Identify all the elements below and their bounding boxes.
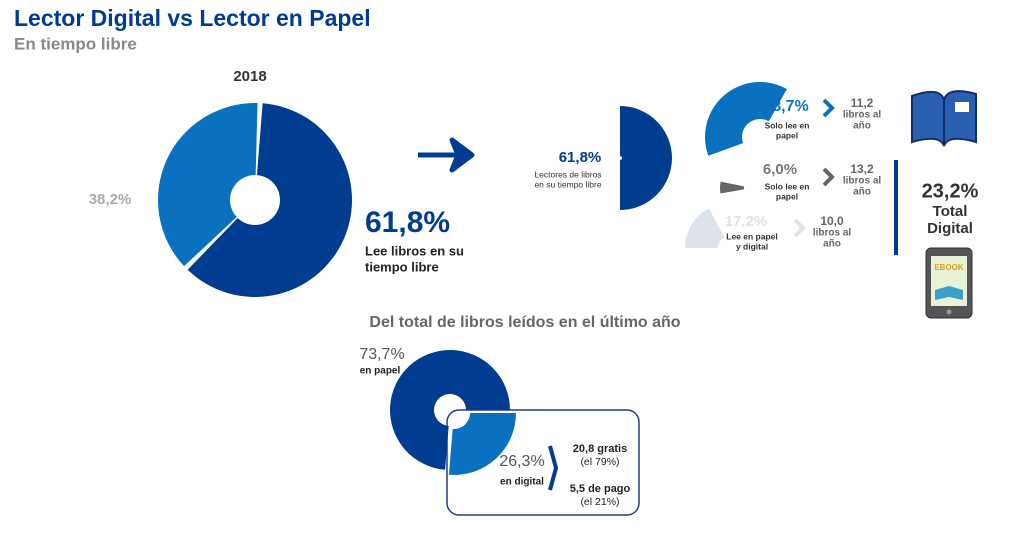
note: libros al	[843, 110, 882, 121]
note: libros al	[843, 176, 882, 187]
readers-label: en su tiempo libre	[534, 179, 601, 189]
value-label: 38,2%	[89, 191, 132, 208]
tablet-label: EBOOK	[934, 263, 964, 272]
breakdown: (el 21%)	[580, 496, 619, 508]
total-label: Total	[933, 203, 968, 220]
value-label: 17,2%	[725, 213, 768, 230]
pie-slice	[157, 102, 258, 267]
category-label: Lee en papel	[726, 231, 778, 241]
arrow	[418, 137, 475, 173]
pie-slice	[390, 350, 510, 470]
value-label: 38,7%	[763, 98, 808, 115]
pie-title: Del total de libros leídos en el último …	[369, 314, 680, 331]
breakdown: 20,8 gratis	[573, 443, 627, 455]
value-label: 61,8%	[365, 206, 450, 239]
category-label: en digital	[500, 477, 544, 488]
pie-title: 2018	[233, 68, 266, 85]
annotation: tiempo libre	[365, 259, 439, 274]
value-label: 6,0%	[763, 161, 797, 178]
note: libros al	[813, 228, 852, 239]
note: 13,2	[850, 162, 874, 176]
note: año	[853, 187, 871, 198]
subtitle: En tiempo libre	[14, 34, 137, 53]
category-label: en papel	[360, 366, 401, 377]
pie-slice	[720, 181, 745, 194]
total-value: 23,2%	[922, 180, 979, 202]
note: 11,2	[851, 96, 874, 110]
category-label: y digital	[736, 241, 768, 251]
chevron	[793, 218, 806, 238]
book-icon	[911, 90, 977, 147]
readers-value: 61,8%	[559, 149, 602, 166]
pie-slice	[685, 208, 725, 248]
chevron	[822, 98, 835, 118]
pie-slice	[187, 103, 352, 298]
note: año	[853, 121, 871, 132]
note: año	[823, 239, 841, 250]
tablet-icon	[925, 247, 973, 319]
category-label: papel	[776, 130, 798, 140]
breakdown: 5,5 de pago	[570, 483, 631, 495]
value-label: 73,7%	[359, 346, 404, 363]
pie-slice	[705, 82, 787, 156]
pie-slice	[448, 413, 516, 475]
readers-half	[620, 106, 672, 210]
annotation: Lee libros en su	[365, 243, 464, 258]
total-label: Digital	[927, 220, 973, 237]
title: Lector Digital vs Lector en Papel	[14, 5, 371, 31]
category-label: Solo lee en	[765, 181, 810, 191]
category-label: papel	[776, 191, 798, 201]
value-label: 26,3%	[499, 453, 544, 470]
readers-label: Lectores de libros	[534, 169, 601, 179]
chevron	[822, 167, 835, 187]
category-label: Solo lee en	[765, 120, 810, 130]
chevron	[548, 445, 559, 491]
breakdown: (el 79%)	[580, 456, 619, 468]
note: 10,0	[820, 214, 844, 228]
